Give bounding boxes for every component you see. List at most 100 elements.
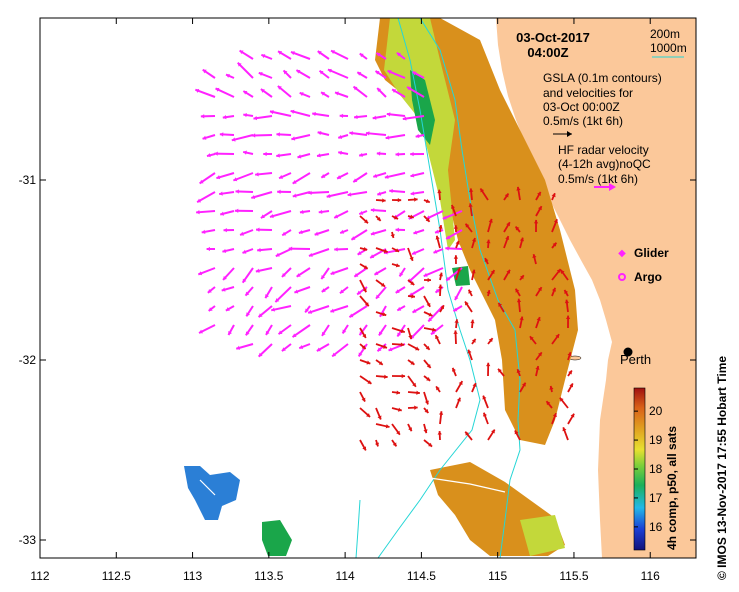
hf-radar-arrow (274, 286, 292, 303)
gsla-arrow (375, 247, 388, 254)
hf-radar-arrow (198, 324, 216, 334)
hf-radar-arrow (373, 267, 387, 276)
gsla-arrow (559, 397, 569, 409)
gsla-arrow (484, 257, 489, 265)
hf-radar-arrow (339, 229, 349, 234)
y-tick-label: -32 (19, 353, 37, 367)
gsla-arrow (423, 311, 433, 317)
gsla-arrow (471, 237, 477, 249)
hf-radar-arrow (386, 112, 406, 117)
gsla-arrow (407, 197, 418, 202)
gsla-arrow (391, 390, 401, 395)
gsla-arrow (567, 413, 575, 425)
gsla-legend-scale: 0.5m/s (1kt 6h) (543, 114, 623, 128)
colorbar-label: 4h comp, p50, all sats (665, 426, 679, 550)
hf-radar-arrow (237, 62, 254, 79)
gsla-arrow (359, 375, 372, 385)
gsla-arrow (407, 214, 415, 219)
colorbar-tick-label: 18 (649, 462, 663, 476)
hf-radar-arrow (256, 227, 273, 232)
gsla-arrow (374, 439, 380, 447)
hf-radar-arrow (257, 247, 273, 253)
hf-radar-arrow (330, 49, 349, 60)
gsla-arrow (535, 191, 542, 201)
gsla-arrow (375, 407, 382, 420)
gsla-arrow (375, 423, 390, 429)
hf-radar-arrow (358, 324, 368, 336)
gsla-arrow (407, 359, 415, 366)
x-tick-label: 116 (641, 569, 660, 583)
hf-radar-arrow (291, 324, 311, 338)
gsla-arrow (390, 231, 395, 239)
gsla-arrow (514, 225, 521, 233)
hf-radar-arrow (375, 52, 387, 60)
hf-radar-arrow (277, 324, 292, 335)
hf-radar-arrow (320, 172, 330, 179)
hf-radar-arrow (353, 267, 368, 278)
hf-radar-arrow (352, 172, 368, 183)
gsla-arrow (471, 338, 477, 345)
gsla-arrow (467, 349, 473, 361)
hf-radar-arrow (320, 91, 330, 98)
hf-radar-arrow (376, 151, 387, 156)
gsla-arrow (455, 240, 460, 249)
hf-radar-arrow (244, 286, 254, 297)
gsla-arrow (359, 439, 367, 451)
gsla-arrow (487, 429, 496, 441)
map-time: 04:00Z (527, 45, 568, 60)
hf-radar-arrow (196, 210, 216, 215)
hf-radar-arrow (277, 50, 292, 60)
gsla-arrow (563, 289, 569, 297)
gsla-arrow (549, 385, 554, 393)
hf-radar-arrow (372, 115, 387, 120)
hf-radar-arrow (389, 188, 406, 194)
hf-radar-arrow (445, 246, 463, 251)
gsla-arrow (438, 411, 444, 425)
hf-radar-arrow (350, 229, 368, 241)
gsla-arrow (567, 351, 572, 361)
gsla-legend-line1: GSLA (0.1m contours) (543, 71, 662, 85)
gsla-arrow (434, 334, 441, 345)
gsla-arrow (359, 407, 371, 418)
hf-radar-arrow (243, 112, 254, 118)
gsla-arrow (439, 304, 445, 313)
gsla-arrow (391, 263, 400, 268)
hf-radar-arrow (321, 324, 330, 337)
gsla-arrows (359, 186, 575, 451)
hf-radar-arrow (231, 134, 254, 142)
hf-radar-arrow (330, 267, 349, 275)
gsla-arrow (468, 203, 473, 217)
gsla-arrow (516, 186, 521, 201)
gsla-arrow (464, 431, 473, 441)
hf-radar-arrow (454, 286, 463, 301)
hf-radar-arrow (338, 150, 349, 155)
gsla-arrow (562, 427, 569, 441)
hf-radar-arrow (410, 172, 425, 178)
hf-radar-arrow (299, 91, 311, 98)
hf-radar-arrow (452, 305, 463, 313)
gsla-arrow (391, 439, 398, 447)
glider-marker-icon: ◆ (618, 248, 626, 259)
gsla-arrow (437, 431, 442, 441)
gsla-arrow (535, 316, 541, 329)
hf-radar-arrow (374, 70, 387, 79)
gsla-arrow (375, 279, 386, 288)
hf-radar-arrow (356, 286, 368, 296)
hf-radar-arrow (281, 343, 292, 352)
gsla-arrow (435, 385, 441, 393)
isobath-legend-1000m: 1000m (650, 41, 687, 55)
hf-radar-arrow (398, 267, 406, 277)
hf-radar-arrow (359, 52, 368, 60)
hf-radar-arrow (201, 229, 216, 234)
hf-radar-arrow (307, 305, 330, 314)
gsla-arrow (551, 218, 558, 233)
hf-radar-arrow (253, 115, 273, 121)
gsla-arrow (471, 382, 477, 393)
gsla-arrow (375, 215, 382, 222)
hf-radar-arrow (296, 267, 311, 278)
gsla-arrow (497, 368, 505, 377)
hf-radar-arrow (375, 286, 387, 300)
sst-patch-blue (184, 466, 240, 520)
gsla-arrow (535, 205, 543, 217)
hf-radar-arrow (316, 343, 330, 352)
